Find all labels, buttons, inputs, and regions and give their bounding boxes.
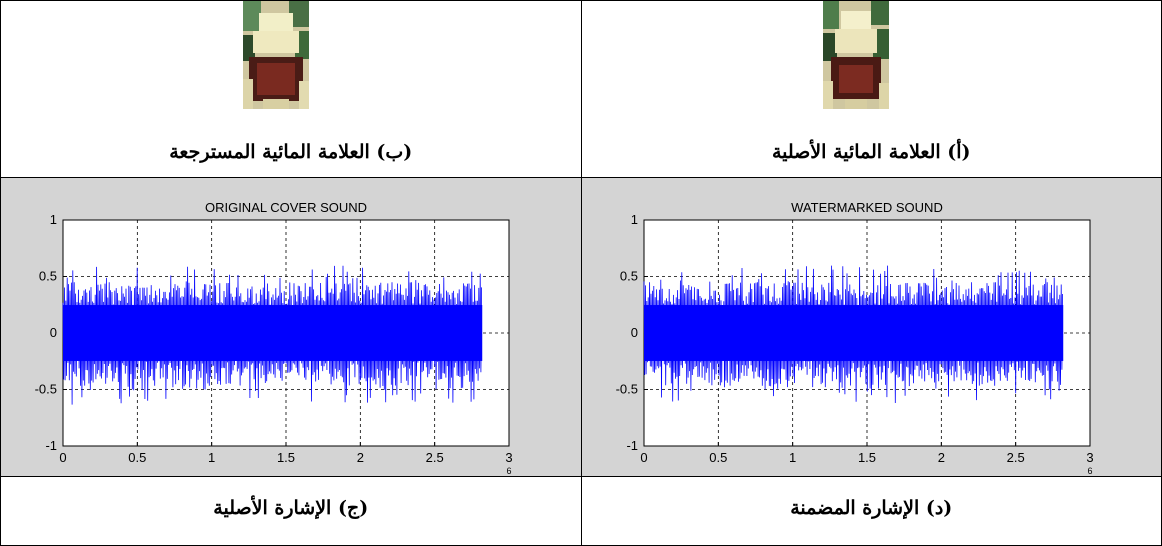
retrieved-watermark-cell: (ب) العلامة المائية المسترجعة <box>0 0 582 178</box>
y-tick-label: 0.5 <box>619 269 637 284</box>
x-tick-label: 2 <box>937 450 944 465</box>
original-sound-plot: ORIGINAL COVER SOUND 0 0.5 1 1.5 2 2.5 3 1 0.5 0 -0… <box>35 200 513 476</box>
watermarked-sound-plot-cell: WATERMARKED SOUND 0 0.5 1 1.5 2 2.5 3 1 0.5 0 -0.5 -… <box>580 177 1162 477</box>
caption-original-signal: (ج) الإشارة الأصلية <box>213 497 369 519</box>
x-tick-label: 2.5 <box>426 450 444 465</box>
embedded-signal-caption-cell: (د) الإشارة المضمنة <box>580 476 1162 546</box>
y-tick-label: -0.5 <box>35 382 57 397</box>
x-tick-label: 2.5 <box>1006 450 1024 465</box>
y-tick-label: 0 <box>50 325 57 340</box>
x-tick-label: 3 <box>1086 450 1093 465</box>
x-tick-label: 3 <box>505 450 512 465</box>
x-tick-label: 2 <box>357 450 364 465</box>
y-tick-label: -1 <box>45 438 57 453</box>
x-exponent-label: 6 <box>1087 466 1092 476</box>
y-tick-label: -1 <box>626 438 638 453</box>
y-tick-label: -0.5 <box>615 382 637 397</box>
x-tick-label: 1.5 <box>857 450 875 465</box>
retrieved-watermark-image <box>243 1 309 109</box>
x-exponent-label: 6 <box>506 466 511 476</box>
x-tick-label: 0 <box>640 450 647 465</box>
caption-original-watermark: (أ) العلامة المائية الأصلية <box>771 141 971 163</box>
y-tick-label: 0.5 <box>39 269 57 284</box>
original-sound-plot-cell: ORIGINAL COVER SOUND 0 0.5 1 1.5 2 2.5 3 1 0.5 0 -0… <box>0 177 582 477</box>
original-signal-caption-cell: (ج) الإشارة الأصلية <box>0 476 582 546</box>
caption-embedded-signal: (د) الإشارة المضمنة <box>790 497 953 519</box>
x-tick-label: 0.5 <box>709 450 727 465</box>
x-tick-label: 0.5 <box>128 450 146 465</box>
plot-title: ORIGINAL COVER SOUND <box>205 200 367 215</box>
y-tick-label: 1 <box>50 212 57 227</box>
x-tick-label: 1 <box>208 450 215 465</box>
original-watermark-cell: (أ) العلامة المائية الأصلية <box>580 0 1162 178</box>
x-tick-label: 0 <box>59 450 66 465</box>
caption-retrieved-watermark: (ب) العلامة المائية المسترجعة <box>169 141 413 163</box>
y-tick-label: 1 <box>630 212 637 227</box>
waveform-body <box>63 305 483 361</box>
x-tick-label: 1 <box>789 450 796 465</box>
y-tick-label: 0 <box>630 325 637 340</box>
original-watermark-image <box>822 1 889 109</box>
watermarked-sound-plot: WATERMARKED SOUND 0 0.5 1 1.5 2 2.5 3 1 0.5 0 -0.5 -… <box>615 200 1093 476</box>
waveform-body <box>643 305 1063 361</box>
x-tick-label: 1.5 <box>277 450 295 465</box>
plot-title: WATERMARKED SOUND <box>791 200 943 215</box>
